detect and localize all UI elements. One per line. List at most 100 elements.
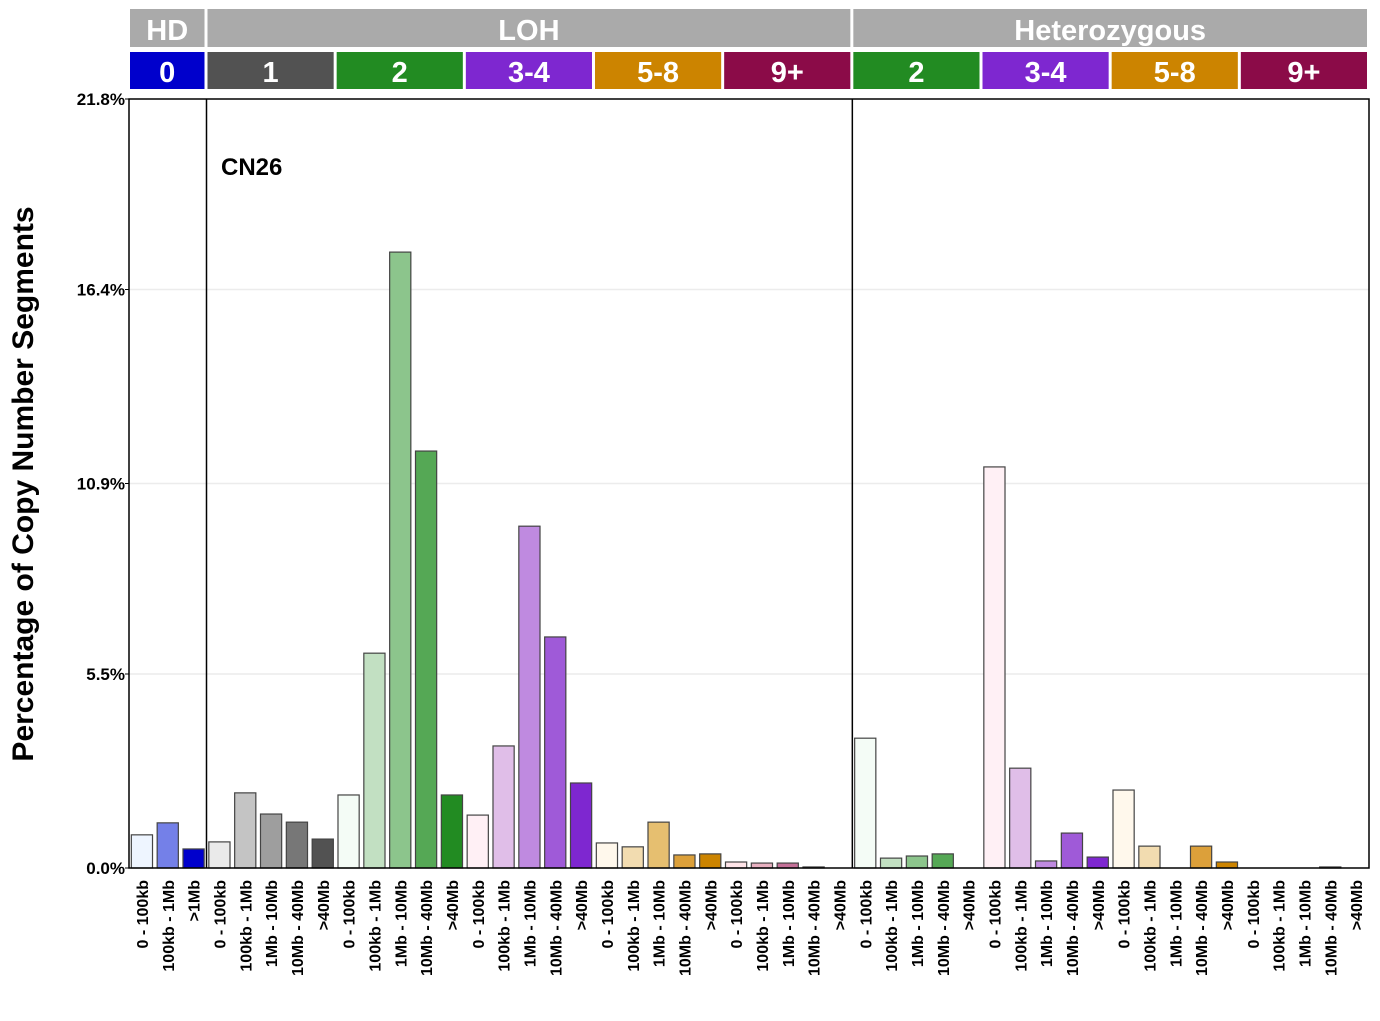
x-tick-label: 10Mb - 40Mb xyxy=(1323,880,1340,976)
x-tick-label: >40Mb xyxy=(574,880,591,930)
bar xyxy=(879,857,903,869)
x-tick-label: 100kb - 1Mb xyxy=(884,880,901,972)
x-tick-label: 1Mb - 10Mb xyxy=(393,880,410,967)
x-tick-label: 100kb - 1Mb xyxy=(755,880,772,972)
y-tick-label: 0.0% xyxy=(86,859,125,878)
y-tick-label: 21.8% xyxy=(77,90,125,109)
bar xyxy=(1086,856,1109,869)
subheader-cn-0 xyxy=(130,52,205,89)
subheader-cn-9+ xyxy=(724,52,851,89)
bar xyxy=(337,794,360,869)
bar xyxy=(1034,860,1058,869)
x-tick-label: >40Mb xyxy=(1091,880,1108,930)
bar xyxy=(1189,845,1213,869)
x-tick-label: 1Mb - 10Mb xyxy=(781,880,798,967)
x-tick-label: 10Mb - 40Mb xyxy=(936,880,953,976)
bar xyxy=(156,822,179,869)
x-tick-label: 10Mb - 40Mb xyxy=(677,880,694,976)
subheader-label: 5-8 xyxy=(1154,57,1196,89)
bar xyxy=(518,525,541,869)
subheader-label: 5-8 xyxy=(637,57,679,89)
subheader-cn-3-4 xyxy=(465,52,592,89)
bar xyxy=(1138,845,1161,869)
x-tick-label: 10Mb - 40Mb xyxy=(419,880,436,976)
x-tick-label: 0 - 100kb xyxy=(212,880,229,949)
x-tick-label: 0 - 100kb xyxy=(471,880,488,949)
bar xyxy=(311,838,334,869)
y-tick-label: 16.4% xyxy=(77,280,125,299)
bar xyxy=(182,848,205,869)
bar xyxy=(466,814,489,869)
x-tick-label: 10Mb - 40Mb xyxy=(1194,880,1211,976)
header-label: Heterozygous xyxy=(1014,15,1206,47)
subheader-label: 3-4 xyxy=(508,57,550,89)
bar xyxy=(389,251,412,869)
x-tick-label: 100kb - 1Mb xyxy=(367,880,384,972)
x-tick-label: >40Mb xyxy=(1220,880,1237,930)
bar xyxy=(285,821,309,869)
x-tick-label: 100kb - 1Mb xyxy=(1013,880,1030,972)
bar xyxy=(1009,767,1032,869)
y-tick-label: 10.9% xyxy=(77,475,125,494)
subheader-cn-3-4 xyxy=(982,52,1109,89)
x-tick-label: 1Mb - 10Mb xyxy=(1039,880,1056,967)
x-tick-label: 1Mb - 10Mb xyxy=(1168,880,1185,967)
bar xyxy=(621,846,644,869)
x-tick-label: 0 - 100kb xyxy=(858,880,875,949)
subheader-label: 0 xyxy=(159,57,175,89)
bar xyxy=(259,813,283,869)
bar xyxy=(234,792,257,869)
subheader-label: 1 xyxy=(263,57,279,89)
header-label: HD xyxy=(146,15,188,47)
x-tick-label: >40Mb xyxy=(962,880,979,930)
header-hd xyxy=(130,9,205,47)
header-loh xyxy=(207,9,851,47)
bar xyxy=(208,841,231,869)
subheader-cn-1 xyxy=(207,52,334,89)
y-axis-label: Percentage of Copy Number Segments xyxy=(7,206,40,761)
x-tick-label: 10Mb - 40Mb xyxy=(290,880,307,976)
bar xyxy=(983,466,1006,869)
subheader-cn-2 xyxy=(336,52,463,89)
x-tick-label: 100kb - 1Mb xyxy=(238,880,255,972)
bar xyxy=(1060,832,1084,869)
bar xyxy=(673,854,696,869)
subheader-cn-5-8 xyxy=(595,52,722,89)
x-tick-label: 100kb - 1Mb xyxy=(626,880,643,972)
subheader-label: 9+ xyxy=(1287,57,1320,89)
subheader-label: 2 xyxy=(908,57,924,89)
x-tick-label: 1Mb - 10Mb xyxy=(522,880,539,967)
x-tick-label: 0 - 100kb xyxy=(987,880,1004,949)
x-tick-label: 10Mb - 40Mb xyxy=(807,880,824,976)
bar xyxy=(1112,789,1135,869)
x-tick-label: 100kb - 1Mb xyxy=(161,880,178,972)
bar xyxy=(130,834,154,869)
x-tick-label: >40Mb xyxy=(832,880,849,930)
bar xyxy=(595,842,619,869)
x-tick-label: 0 - 100kb xyxy=(1117,880,1134,949)
x-tick-label: >40Mb xyxy=(445,880,462,930)
x-tick-label: 10Mb - 40Mb xyxy=(1065,880,1082,976)
x-tick-label: 1Mb - 10Mb xyxy=(264,880,281,967)
subheader-cn-2 xyxy=(853,52,980,89)
header-label: LOH xyxy=(498,15,559,47)
y-tick-label: 5.5% xyxy=(86,665,125,684)
plot-frame xyxy=(128,98,1370,869)
header-heterozygous xyxy=(853,9,1367,47)
x-tick-label: 0 - 100kb xyxy=(342,880,359,949)
bar xyxy=(724,861,748,869)
bar xyxy=(414,450,438,869)
x-tick-label: 1Mb - 10Mb xyxy=(1297,880,1314,967)
bar xyxy=(931,853,954,869)
bar xyxy=(647,821,670,869)
bar xyxy=(569,782,593,869)
x-tick-label: 100kb - 1Mb xyxy=(1272,880,1289,972)
x-tick-label: >1Mb xyxy=(187,880,204,922)
bar xyxy=(854,737,877,869)
x-tick-label: >40Mb xyxy=(316,880,333,930)
x-tick-label: 0 - 100kb xyxy=(729,880,746,949)
x-tick-label: >40Mb xyxy=(1349,880,1366,930)
x-tick-label: 0 - 100kb xyxy=(600,880,617,949)
